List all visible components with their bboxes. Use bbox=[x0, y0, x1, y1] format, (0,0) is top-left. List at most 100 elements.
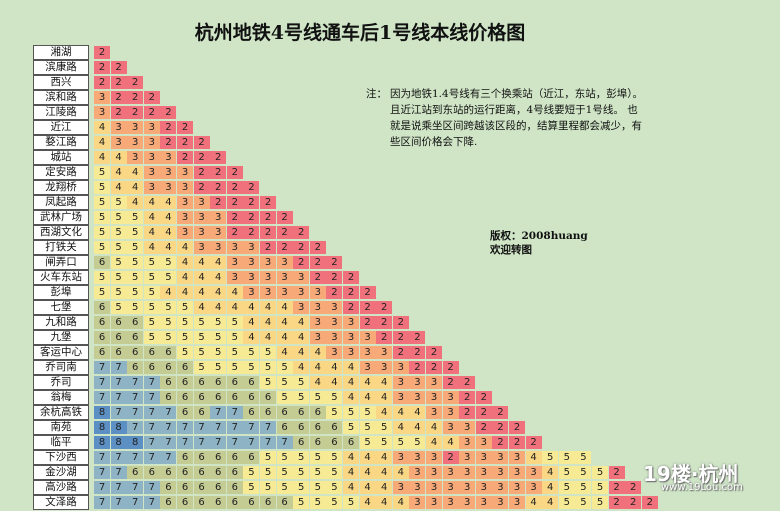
fare-cell: 3 bbox=[160, 166, 177, 179]
fare-cell: 4 bbox=[542, 481, 559, 494]
fare-cell: 4 bbox=[127, 166, 144, 179]
fare-cell: 7 bbox=[94, 451, 110, 464]
fare-cell: 3 bbox=[276, 271, 293, 284]
fare-cell: 3 bbox=[392, 481, 409, 494]
fare-cell: 3 bbox=[177, 166, 193, 179]
fare-cell: 5 bbox=[260, 466, 276, 479]
fare-cell: 4 bbox=[293, 346, 310, 359]
fare-cell: 7 bbox=[94, 361, 110, 374]
fare-cell: 3 bbox=[525, 481, 542, 494]
fare-cell: 3 bbox=[309, 316, 326, 329]
fare-cell: 5 bbox=[94, 196, 110, 209]
station-label: 翁梅 bbox=[33, 390, 89, 405]
fare-cell: 6 bbox=[210, 451, 227, 464]
fare-cell: 2 bbox=[326, 286, 343, 299]
fare-cell: 5 bbox=[558, 496, 575, 509]
fare-cell: 5 bbox=[143, 286, 160, 299]
fare-cell: 7 bbox=[160, 421, 177, 434]
fare-cell: 2 bbox=[608, 496, 625, 509]
fare-cell: 4 bbox=[110, 181, 127, 194]
fare-cell: 3 bbox=[426, 391, 442, 404]
note-text: 因为地铁1.4号线有三个换乘站（近江，东站，彭埠）。且近江站到东站的运行距离，4… bbox=[390, 88, 643, 148]
fare-cell: 5 bbox=[94, 181, 110, 194]
fare-cell: 3 bbox=[260, 286, 276, 299]
fare-cell: 6 bbox=[309, 421, 326, 434]
fare-cell: 7 bbox=[143, 496, 160, 509]
fare-cell: 6 bbox=[127, 331, 144, 344]
fare-cell: 5 bbox=[110, 256, 127, 269]
station-label: 高沙路 bbox=[33, 480, 89, 495]
fare-cell: 6 bbox=[193, 496, 210, 509]
fare-cell: 7 bbox=[143, 451, 160, 464]
fare-cell: 5 bbox=[326, 451, 343, 464]
fare-cell: 2 bbox=[210, 181, 227, 194]
fare-cell: 5 bbox=[160, 316, 177, 329]
fare-cell: 6 bbox=[177, 406, 193, 419]
fare-cell: 6 bbox=[177, 451, 193, 464]
fare-cell: 5 bbox=[293, 376, 310, 389]
fare-cell: 4 bbox=[210, 286, 227, 299]
fare-cell: 6 bbox=[210, 376, 227, 389]
fare-cell: 4 bbox=[110, 166, 127, 179]
fare-cell: 5 bbox=[226, 361, 243, 374]
station-label: 彭埠 bbox=[33, 285, 89, 300]
fare-cell: 5 bbox=[276, 391, 293, 404]
fare-cell: 4 bbox=[160, 241, 177, 254]
fare-cell: 8 bbox=[127, 436, 144, 449]
fare-cell: 4 bbox=[376, 496, 393, 509]
fare-cell: 7 bbox=[127, 421, 144, 434]
fare-cell: 4 bbox=[210, 301, 227, 314]
fare-cell: 3 bbox=[426, 481, 442, 494]
fare-cell: 6 bbox=[160, 481, 177, 494]
fare-cell: 5 bbox=[326, 481, 343, 494]
fare-cell: 4 bbox=[442, 436, 459, 449]
fare-cell: 5 bbox=[260, 451, 276, 464]
fare-cell: 2 bbox=[193, 181, 210, 194]
watermark-logo: 19楼·杭州 www.19Lou.com bbox=[643, 458, 743, 493]
fare-cell: 2 bbox=[110, 91, 127, 104]
fare-cell: 2 bbox=[509, 421, 525, 434]
fare-cell: 2 bbox=[343, 286, 359, 299]
fare-cell: 6 bbox=[243, 496, 260, 509]
fare-cell: 3 bbox=[459, 451, 476, 464]
fare-cell: 2 bbox=[326, 271, 343, 284]
fare-cell: 8 bbox=[110, 436, 127, 449]
fare-cell: 4 bbox=[260, 331, 276, 344]
station-label: 打铁关 bbox=[33, 240, 89, 255]
fare-cell: 3 bbox=[293, 286, 310, 299]
fare-cell: 5 bbox=[143, 316, 160, 329]
station-label: 客运中心 bbox=[33, 345, 89, 360]
fare-cell: 6 bbox=[293, 406, 310, 419]
fare-cell: 5 bbox=[276, 481, 293, 494]
fare-cell: 2 bbox=[243, 211, 260, 224]
fare-cell: 3 bbox=[143, 151, 160, 164]
fare-cell: 7 bbox=[160, 406, 177, 419]
fare-cell: 6 bbox=[210, 496, 227, 509]
fare-cell: 6 bbox=[177, 361, 193, 374]
fare-cell: 4 bbox=[160, 286, 177, 299]
fare-cell: 2 bbox=[94, 61, 110, 74]
fare-cell: 2 bbox=[210, 196, 227, 209]
fare-cell: 6 bbox=[243, 376, 260, 389]
fare-cell: 3 bbox=[343, 346, 359, 359]
fare-cell: 5 bbox=[575, 496, 592, 509]
fare-cell: 2 bbox=[442, 361, 459, 374]
fare-cell: 6 bbox=[226, 451, 243, 464]
fare-cell: 2 bbox=[409, 331, 426, 344]
fare-cell: 7 bbox=[127, 481, 144, 494]
fare-cell: 6 bbox=[276, 496, 293, 509]
fare-cell: 3 bbox=[426, 406, 442, 419]
fare-cell: 3 bbox=[509, 466, 525, 479]
fare-cell: 4 bbox=[392, 421, 409, 434]
fare-cell: 2 bbox=[309, 271, 326, 284]
fare-cell: 6 bbox=[94, 346, 110, 359]
fare-cell: 2 bbox=[309, 241, 326, 254]
fare-cell: 3 bbox=[459, 481, 476, 494]
fare-cell: 2 bbox=[359, 316, 376, 329]
fare-cell: 4 bbox=[343, 376, 359, 389]
fare-cell: 6 bbox=[309, 436, 326, 449]
fare-cell: 3 bbox=[309, 331, 326, 344]
fare-cell: 3 bbox=[193, 211, 210, 224]
fare-cell: 5 bbox=[127, 301, 144, 314]
fare-cell: 5 bbox=[542, 451, 559, 464]
